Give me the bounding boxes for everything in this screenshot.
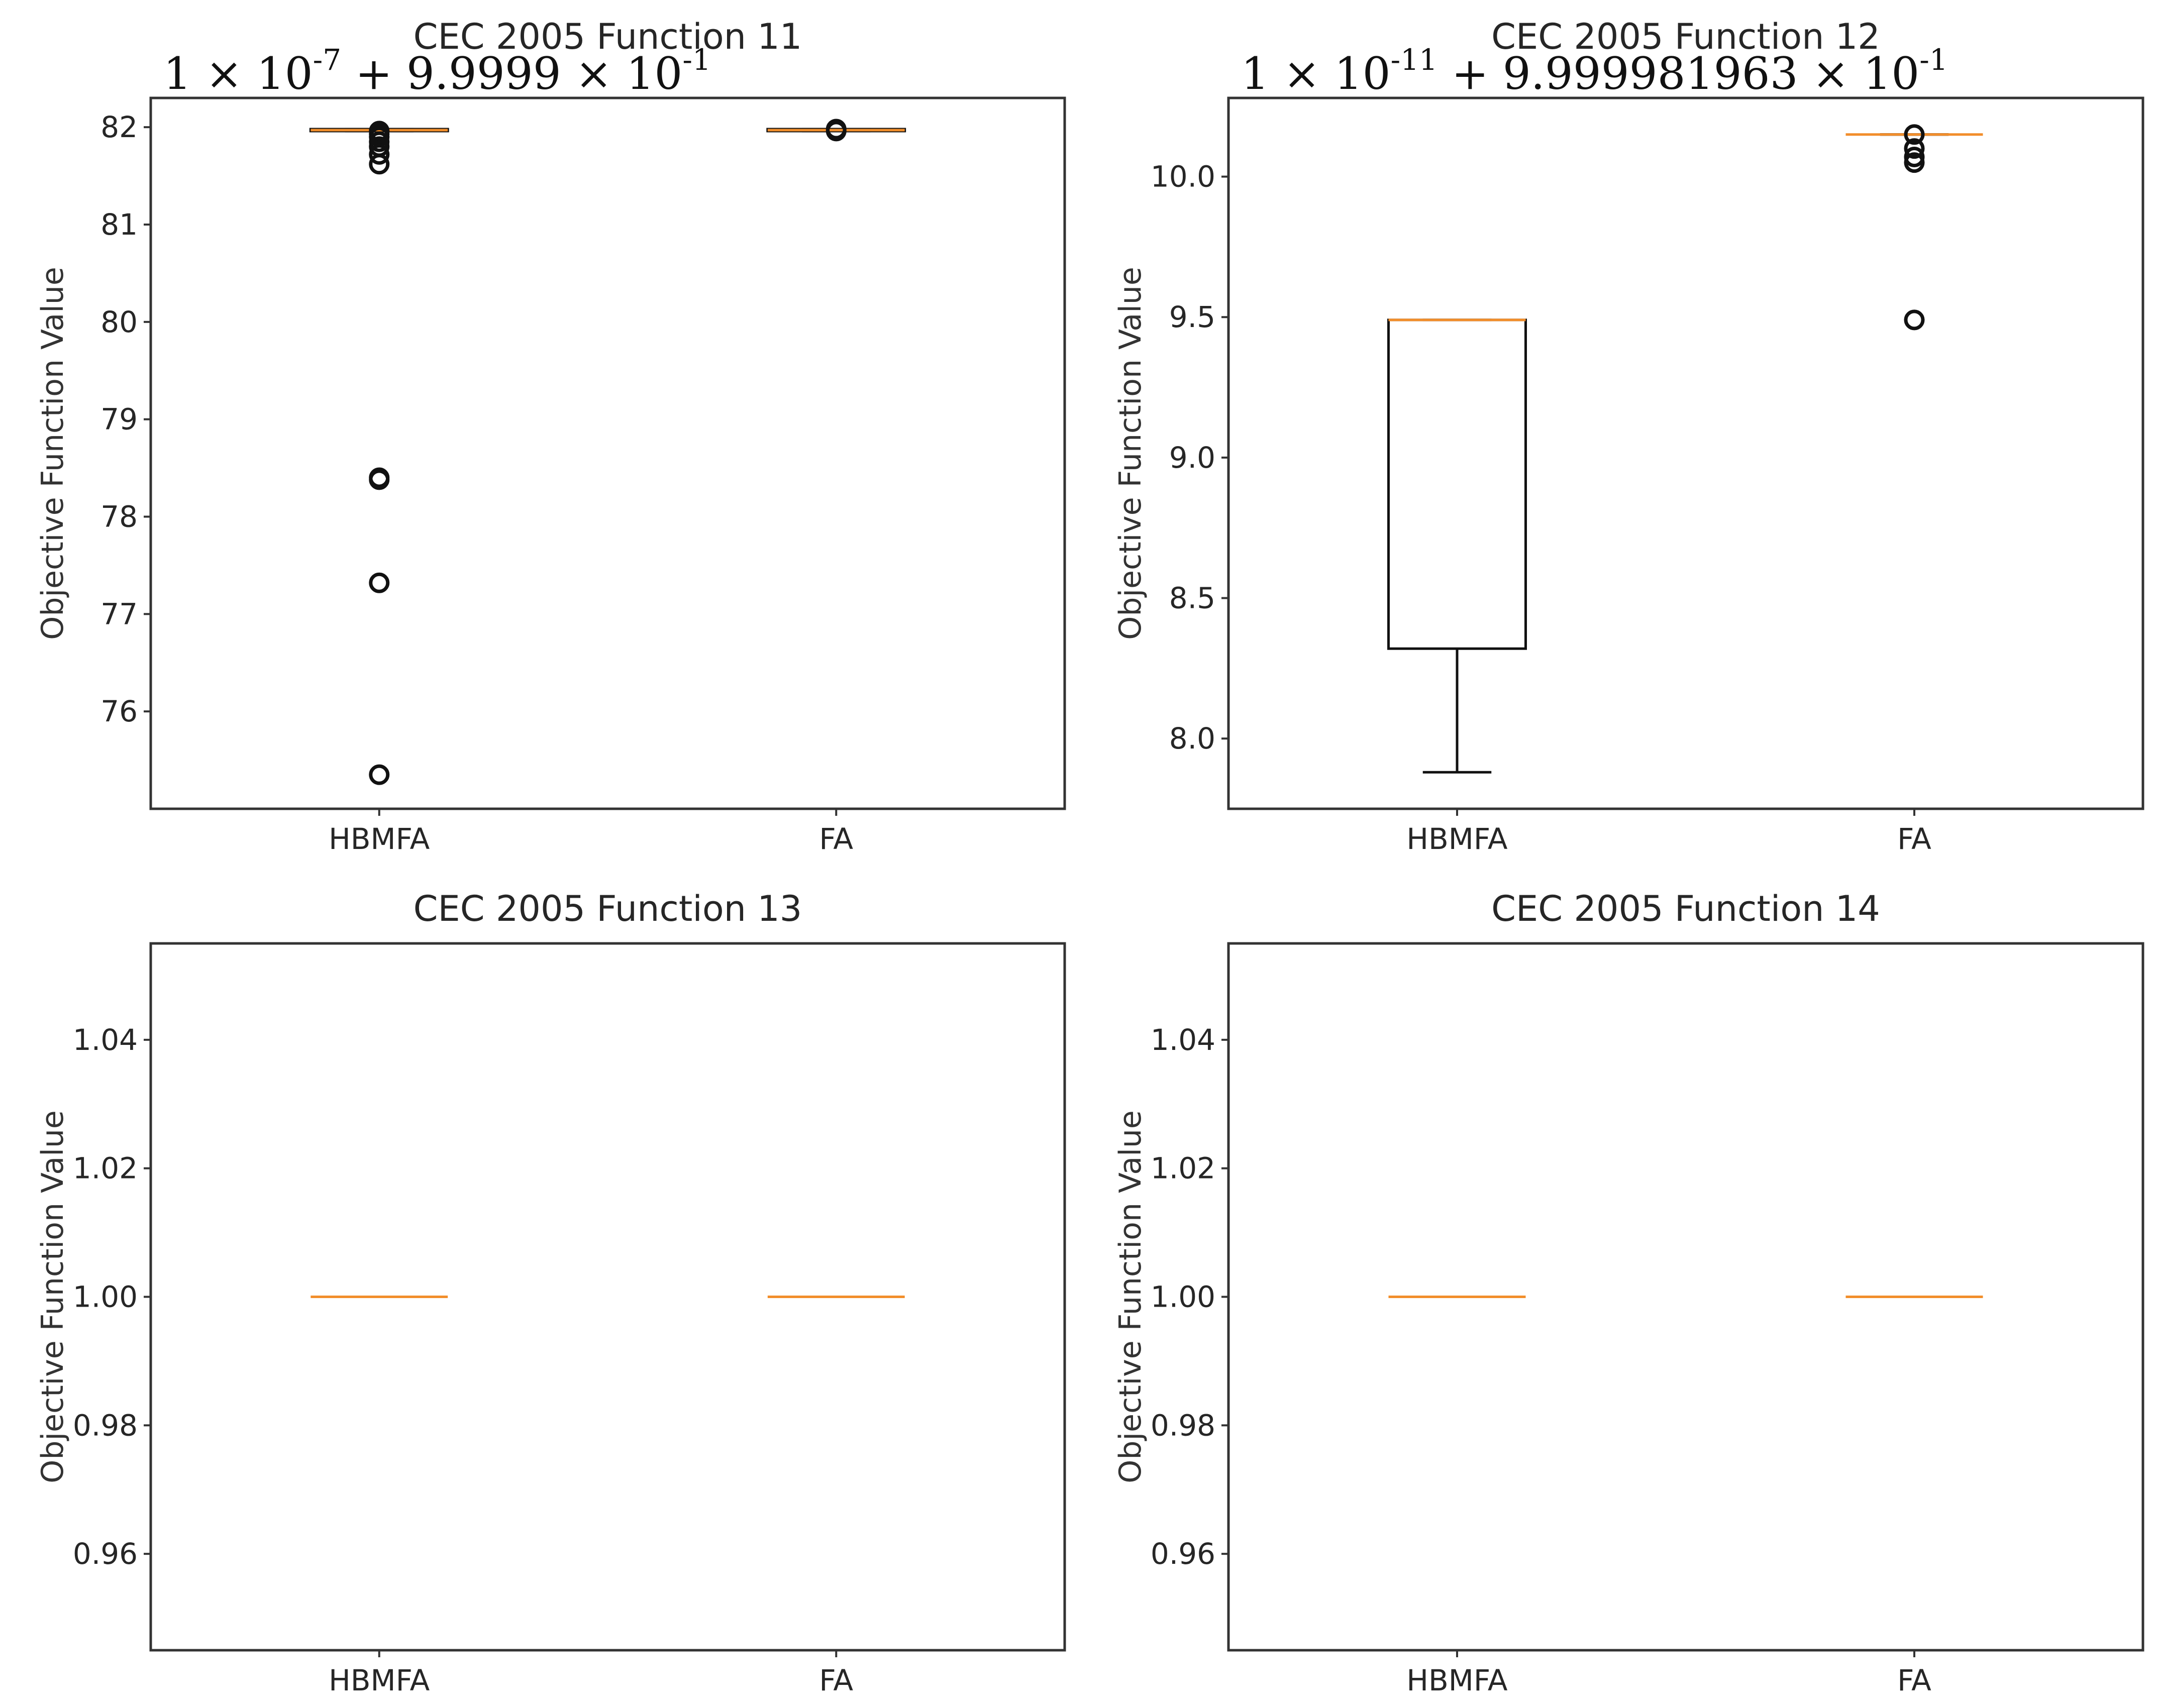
y-tick-label: 0.96	[1151, 1537, 1215, 1571]
box-fa	[766, 119, 906, 142]
x-tick-label: HBMFA	[1406, 1663, 1507, 1697]
axes-frame	[1227, 96, 2144, 810]
offset-exp1: -7	[313, 43, 342, 77]
box-hbmfa	[309, 121, 449, 785]
y-tick-label: 0.98	[1151, 1408, 1215, 1442]
y-axis-label: Objective Function Value	[1113, 267, 1148, 640]
y-tick-label: 81	[100, 207, 138, 242]
box-hbmfa	[1387, 318, 1527, 774]
y-tick-label: 8.0	[1169, 721, 1215, 756]
offset-prefix: 1 × 10	[163, 48, 313, 99]
outlier-point	[369, 144, 390, 165]
offset-middle: + 9.999981963 × 10	[1437, 48, 1919, 99]
outlier-point	[1904, 152, 1925, 173]
x-tick-label: HBMFA	[1406, 822, 1507, 856]
offset-exp1: -11	[1391, 43, 1437, 77]
axes-frame	[1227, 942, 2144, 1652]
offset-prefix: 1 × 10	[1241, 48, 1391, 99]
axes-frame	[149, 96, 1066, 810]
y-axis-label: Objective Function Value	[35, 1110, 70, 1483]
subplot-title: CEC 2005 Function 13	[414, 888, 802, 929]
offset-middle: + 9.9999 × 10	[341, 48, 682, 99]
x-tick-label: FA	[1897, 1663, 1931, 1697]
y-tick-label: 82	[100, 110, 138, 144]
y-tick-label: 79	[100, 402, 138, 437]
axes-frame	[149, 942, 1066, 1652]
outlier-point	[1904, 138, 1925, 159]
axis-offset-text: 1 × 10-7 + 9.9999 × 10-1	[163, 43, 711, 99]
x-tick-label: HBMFA	[329, 1663, 430, 1697]
y-tick-label: 9.0	[1169, 441, 1215, 475]
y-tick-label: 1.04	[1151, 1023, 1215, 1057]
outlier-point	[369, 572, 390, 593]
outlier-point	[369, 154, 390, 175]
y-tick-label: 10.0	[1151, 160, 1215, 194]
x-tick-label: HBMFA	[329, 822, 430, 856]
subplot-1: CEC 2005 Function 111 × 10-7 + 9.9999 × …	[35, 16, 1066, 856]
y-tick-label: 0.96	[73, 1537, 138, 1571]
y-tick-label: 77	[100, 597, 138, 631]
y-tick-label: 1.00	[73, 1280, 138, 1314]
box-fa	[1845, 124, 1983, 331]
outlier-point	[1904, 124, 1925, 145]
y-tick-label: 1.02	[1151, 1151, 1215, 1186]
outlier-point	[826, 121, 847, 142]
y-tick-label: 76	[100, 694, 138, 728]
y-tick-label: 78	[100, 499, 138, 533]
offset-exp2: -1	[682, 43, 711, 77]
y-tick-label: 8.5	[1169, 581, 1215, 615]
y-tick-label: 9.5	[1169, 300, 1215, 334]
y-tick-label: 1.02	[73, 1151, 138, 1186]
x-tick-label: FA	[819, 822, 853, 856]
x-tick-label: FA	[819, 1663, 853, 1697]
y-axis-label: Objective Function Value	[1113, 1110, 1148, 1483]
y-axis-label: Objective Function Value	[35, 267, 70, 640]
subplot-title: CEC 2005 Function 14	[1491, 888, 1880, 929]
outlier-point	[1904, 309, 1925, 331]
subplot-2: CEC 2005 Function 121 × 10-11 + 9.999981…	[1113, 16, 2144, 856]
y-tick-label: 1.04	[73, 1023, 138, 1057]
interquartile-box	[1387, 318, 1527, 650]
subplot-4: CEC 2005 Function 14 Objective Function V…	[1113, 888, 2144, 1697]
y-tick-label: 80	[100, 305, 138, 339]
subplot-title: CEC 2005 Function 12	[1491, 16, 1880, 57]
y-tick-label: 0.98	[73, 1408, 138, 1442]
x-tick-label: FA	[1897, 822, 1931, 856]
outlier-point	[369, 469, 390, 490]
offset-exp2: -1	[1919, 43, 1948, 77]
subplot-title: CEC 2005 Function 11	[414, 16, 802, 57]
y-tick-label: 1.00	[1151, 1280, 1215, 1314]
subplot-3: CEC 2005 Function 13 Objective Function V…	[35, 888, 1066, 1697]
outlier-point	[369, 764, 390, 785]
axis-offset-text: 1 × 10-11 + 9.999981963 × 10-1	[1241, 43, 1948, 99]
